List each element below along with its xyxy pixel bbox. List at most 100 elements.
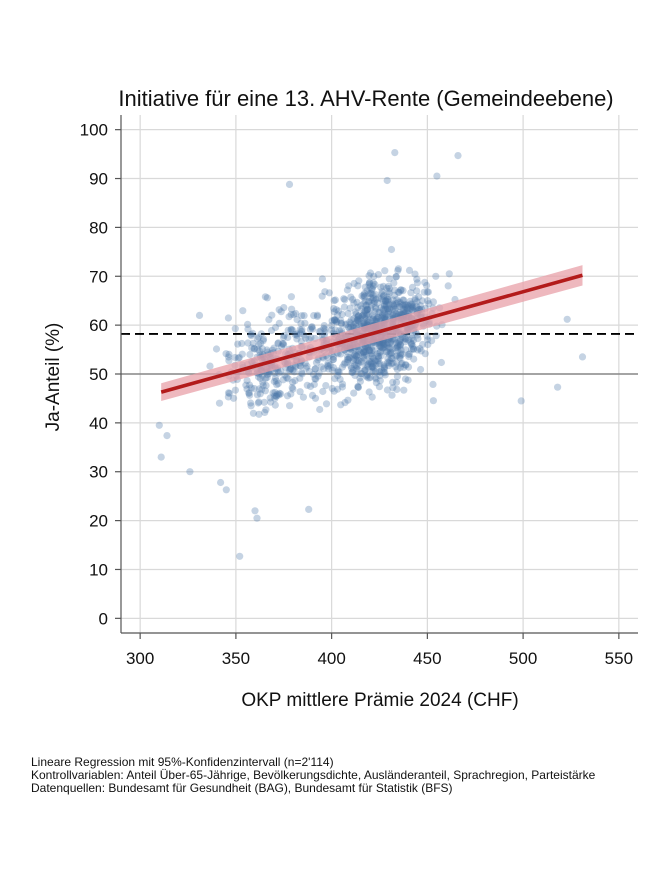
data-point [343, 353, 352, 361]
data-point [274, 340, 282, 348]
data-point [384, 282, 392, 290]
data-point [376, 343, 384, 351]
data-point [382, 348, 390, 356]
data-point [292, 309, 300, 318]
data-point [432, 272, 440, 280]
data-point [350, 389, 358, 397]
data-point [410, 355, 418, 363]
data-point [244, 339, 252, 347]
data-point [291, 330, 299, 339]
data-point [293, 335, 301, 343]
data-point [330, 308, 338, 316]
data-point [331, 326, 339, 334]
data-point [395, 338, 403, 346]
data-point [372, 295, 380, 303]
data-point [396, 298, 404, 306]
data-point [325, 289, 333, 297]
data-point [381, 371, 389, 379]
data-point [337, 401, 345, 409]
data-point [368, 363, 376, 371]
data-point [411, 295, 419, 303]
data-point [290, 310, 298, 319]
data-point [246, 350, 254, 359]
data-point [297, 362, 305, 370]
data-point [346, 304, 354, 312]
data-point [247, 384, 255, 392]
data-point [437, 358, 445, 367]
data-point [363, 301, 371, 309]
data-point [376, 368, 384, 376]
data-point [263, 294, 271, 302]
data-point [392, 310, 400, 318]
data-point [388, 349, 396, 357]
data-point [411, 296, 419, 304]
data-point [381, 309, 389, 318]
data-point [350, 279, 358, 288]
data-point [357, 349, 365, 357]
data-point [230, 394, 238, 402]
data-point [256, 374, 264, 382]
data-point [394, 346, 402, 355]
data-point [353, 362, 361, 371]
data-point [374, 313, 382, 321]
data-point [389, 301, 397, 309]
data-point [329, 356, 337, 364]
data-point [398, 350, 406, 358]
data-point [349, 356, 357, 365]
axes: 0 10 20 30 40 50 60 70 80 90 100 300 350 400 450 500 550 [80, 115, 638, 668]
data-point [353, 316, 361, 324]
data-point [334, 367, 342, 375]
data-point [517, 397, 525, 405]
data-point [276, 367, 285, 375]
data-point [401, 300, 409, 309]
data-point [363, 361, 371, 369]
data-point [369, 279, 377, 287]
data-point [328, 366, 336, 374]
data-point [313, 311, 321, 319]
data-point [371, 317, 379, 325]
data-point [355, 347, 363, 355]
data-point [408, 283, 417, 291]
data-point [360, 320, 368, 328]
data-point [365, 374, 373, 382]
data-point [391, 149, 399, 157]
data-point [349, 321, 358, 329]
data-point [311, 365, 319, 373]
data-point [329, 353, 337, 361]
data-point [352, 319, 360, 327]
data-point [351, 371, 359, 379]
data-point [352, 352, 361, 360]
data-point [381, 267, 389, 275]
data-point [317, 327, 325, 335]
data-point [330, 387, 338, 395]
data-point [367, 360, 375, 368]
data-point [270, 344, 278, 352]
data-point [404, 363, 413, 371]
data-point [375, 383, 383, 391]
data-point [364, 317, 372, 325]
data-point [365, 279, 373, 287]
data-point [563, 315, 571, 323]
data-point [392, 273, 400, 281]
data-point [396, 341, 404, 349]
data-point [376, 372, 384, 380]
data-point [413, 275, 421, 283]
data-point [332, 316, 340, 324]
data-point [270, 377, 278, 386]
data-point [423, 288, 431, 296]
data-point [384, 355, 392, 363]
data-point [305, 335, 313, 343]
data-point [225, 357, 233, 365]
data-point [363, 305, 371, 313]
data-point [375, 309, 383, 317]
data-point [360, 311, 368, 319]
data-point [361, 308, 369, 316]
data-point [341, 399, 349, 407]
data-point [385, 308, 393, 316]
data-point [365, 281, 373, 289]
data-point [361, 292, 369, 300]
data-point [365, 289, 373, 298]
data-point [410, 345, 418, 353]
data-point [390, 291, 399, 299]
data-point [293, 316, 301, 324]
